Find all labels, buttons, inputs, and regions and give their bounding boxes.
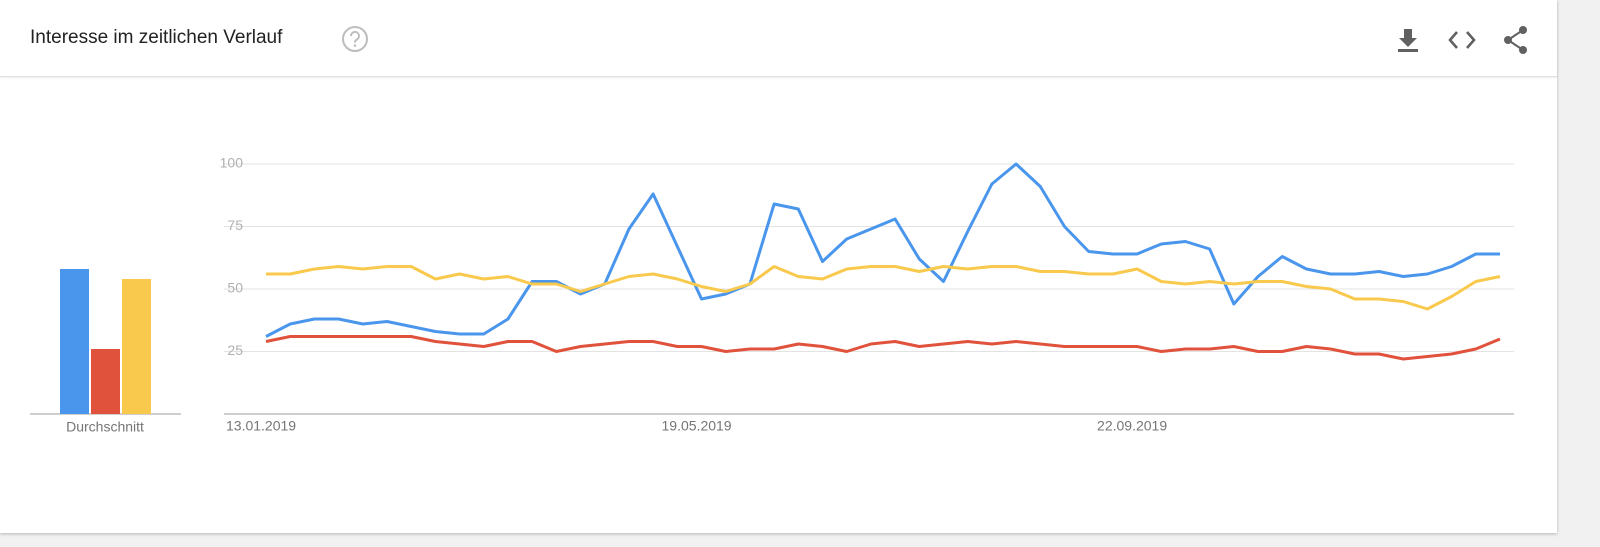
card-title: Interesse im zeitlichen Verlauf [30, 27, 283, 48]
series-line [266, 265, 1501, 311]
series-line [265, 162, 1500, 338]
average-bar [91, 349, 120, 414]
help-icon[interactable] [341, 25, 369, 53]
y-tick-label: 50 [227, 280, 243, 296]
y-tick-label: 75 [227, 217, 243, 233]
chart: Durchschnitt 25 50 75 100 13.01.2019 19.05.20… [30, 155, 1514, 435]
x-tick-label: 19.05.2019 [662, 418, 732, 434]
y-tick-label: 25 [227, 342, 243, 358]
average-bar [60, 269, 89, 414]
download-icon[interactable] [1395, 27, 1421, 53]
x-tick-label: 22.09.2019 [1097, 418, 1167, 434]
embed-icon[interactable] [1447, 27, 1477, 53]
card: Interesse im zeitlichen Verlauf Durchsch… [0, 0, 1557, 533]
y-tick-label: 100 [220, 155, 244, 171]
average-bar [122, 279, 151, 414]
series-line [265, 335, 1501, 361]
card-header: Interesse im zeitlichen Verlauf [0, 0, 1557, 77]
x-tick-label: 13.01.2019 [226, 418, 296, 434]
average-label: Durchschnitt [66, 419, 144, 435]
share-icon[interactable] [1502, 25, 1530, 55]
